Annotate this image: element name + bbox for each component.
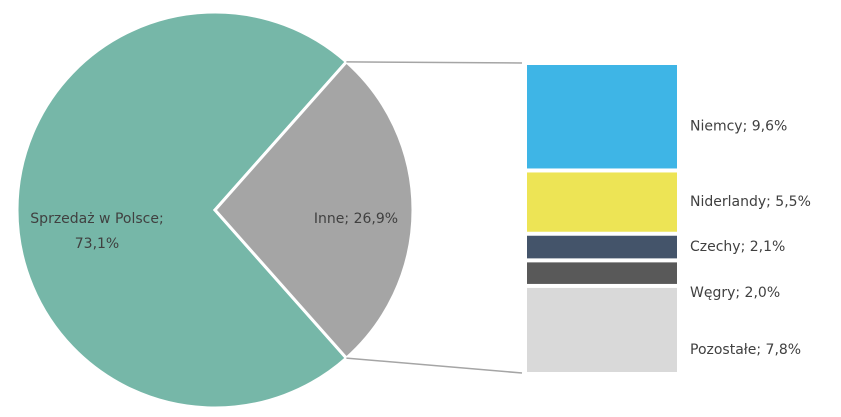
bar-label: Pozostałe; 7,8%: [690, 342, 801, 358]
bar-segment: [527, 262, 677, 284]
bar-label: Węgry; 2,0%: [690, 285, 780, 301]
bar-label: Czechy; 2,1%: [690, 239, 785, 255]
pie-slice: [15, 10, 349, 410]
connector: [346, 357, 523, 374]
bar-label: Niderlandy; 5,5%: [690, 194, 811, 210]
bar-segment: [527, 287, 677, 372]
bar-label: Niemcy; 9,6%: [690, 119, 787, 135]
bar-segment: [527, 65, 677, 169]
pie-label: Inne; 26,9%: [314, 211, 398, 227]
pie-slice: [212, 59, 415, 361]
bar-segment: [527, 235, 677, 259]
pie-label: 73,1%: [75, 236, 119, 252]
bar-segment: [527, 172, 677, 232]
pie-label: Sprzedaż w Polsce;: [30, 211, 163, 227]
connector: [346, 61, 523, 64]
